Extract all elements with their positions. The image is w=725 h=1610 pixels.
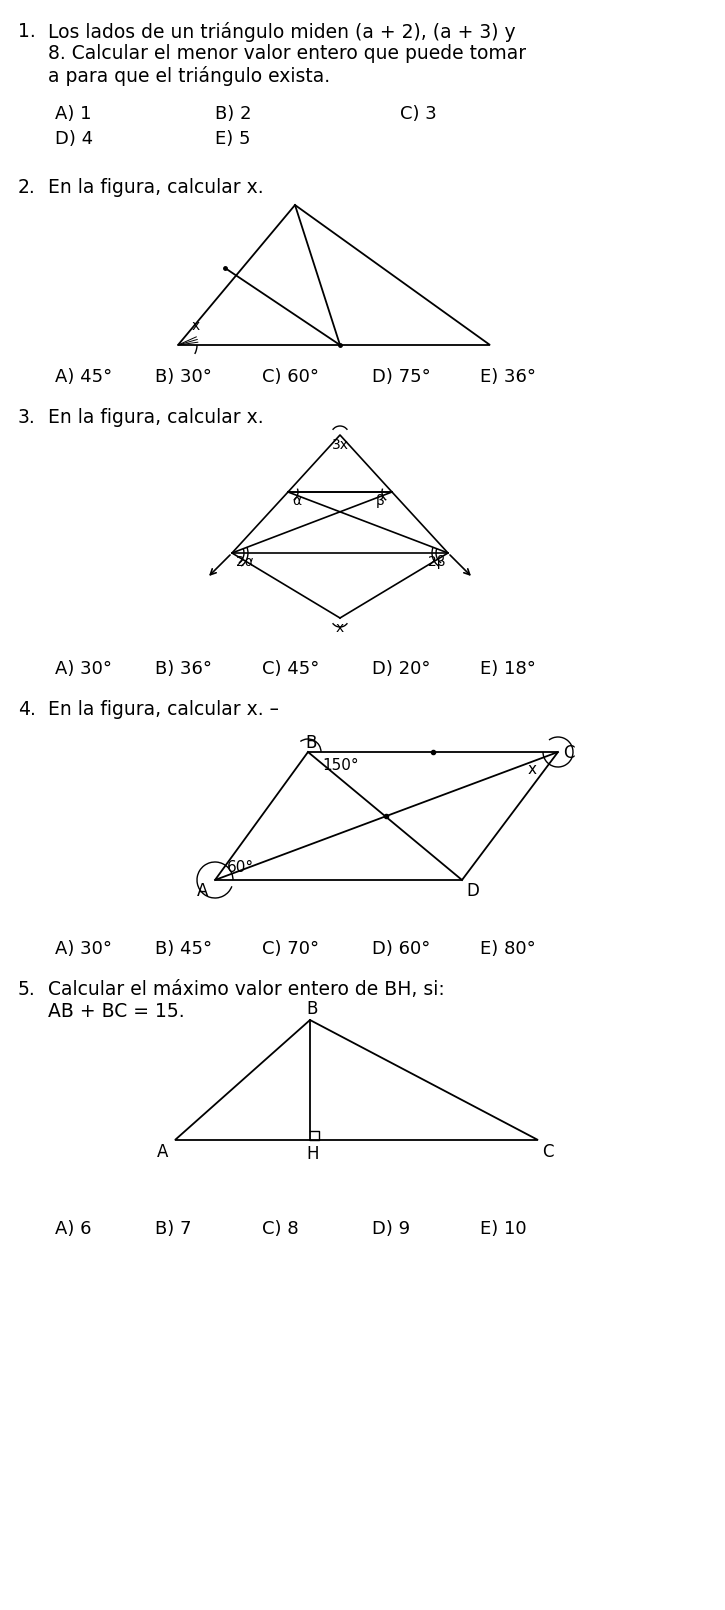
Text: C) 45°: C) 45° — [262, 660, 320, 678]
Text: C) 60°: C) 60° — [262, 369, 319, 386]
Text: β: β — [376, 494, 385, 509]
Text: C: C — [542, 1143, 553, 1161]
Text: E) 5: E) 5 — [215, 130, 251, 148]
Text: C: C — [563, 744, 574, 762]
Text: A: A — [157, 1143, 168, 1161]
Text: E) 10: E) 10 — [480, 1220, 526, 1238]
Text: C) 8: C) 8 — [262, 1220, 299, 1238]
Text: E) 18°: E) 18° — [480, 660, 536, 678]
Text: B) 7: B) 7 — [155, 1220, 191, 1238]
Text: C) 70°: C) 70° — [262, 940, 319, 958]
Text: D) 9: D) 9 — [372, 1220, 410, 1238]
Text: 8. Calcular el menor valor entero que puede tomar: 8. Calcular el menor valor entero que pu… — [48, 43, 526, 63]
Text: H: H — [306, 1145, 318, 1162]
Text: 1.: 1. — [18, 23, 36, 40]
Text: x: x — [336, 621, 344, 634]
Text: 3x: 3x — [332, 438, 349, 452]
Text: 60°: 60° — [227, 860, 254, 874]
Text: Calcular el máximo valor entero de BH, si:: Calcular el máximo valor entero de BH, s… — [48, 980, 444, 998]
Text: B) 45°: B) 45° — [155, 940, 212, 958]
Text: A) 6: A) 6 — [55, 1220, 91, 1238]
Text: α: α — [292, 494, 301, 509]
Text: E) 36°: E) 36° — [480, 369, 536, 386]
Text: En la figura, calcular x.: En la figura, calcular x. — [48, 179, 264, 196]
Text: 2α: 2α — [236, 555, 254, 568]
Text: a para que el triángulo exista.: a para que el triángulo exista. — [48, 66, 330, 85]
Text: D) 75°: D) 75° — [372, 369, 431, 386]
Text: x: x — [528, 762, 537, 778]
Text: 5.: 5. — [18, 980, 36, 998]
Text: E) 80°: E) 80° — [480, 940, 536, 958]
Text: A) 30°: A) 30° — [55, 940, 112, 958]
Text: D) 4: D) 4 — [55, 130, 93, 148]
Text: D) 20°: D) 20° — [372, 660, 431, 678]
Text: x: x — [192, 319, 200, 333]
Text: B: B — [305, 734, 316, 752]
Text: A: A — [197, 882, 208, 900]
Text: En la figura, calcular x. –: En la figura, calcular x. – — [48, 700, 279, 720]
Text: B) 30°: B) 30° — [155, 369, 212, 386]
Text: 4.: 4. — [18, 700, 36, 720]
Text: 2β: 2β — [428, 555, 445, 568]
Text: 3.: 3. — [18, 407, 36, 427]
Text: A) 45°: A) 45° — [55, 369, 112, 386]
Text: D) 60°: D) 60° — [372, 940, 431, 958]
Text: B) 36°: B) 36° — [155, 660, 212, 678]
Text: En la figura, calcular x.: En la figura, calcular x. — [48, 407, 264, 427]
Text: 150°: 150° — [322, 758, 359, 773]
Text: D: D — [466, 882, 479, 900]
Text: Los lados de un triángulo miden (a + 2), (a + 3) y: Los lados de un triángulo miden (a + 2),… — [48, 23, 515, 42]
Text: A) 30°: A) 30° — [55, 660, 112, 678]
Text: B) 2: B) 2 — [215, 105, 252, 122]
Text: C) 3: C) 3 — [400, 105, 436, 122]
Text: 2.: 2. — [18, 179, 36, 196]
Text: A) 1: A) 1 — [55, 105, 91, 122]
Text: AB + BC = 15.: AB + BC = 15. — [48, 1001, 185, 1021]
Text: B: B — [306, 1000, 318, 1018]
